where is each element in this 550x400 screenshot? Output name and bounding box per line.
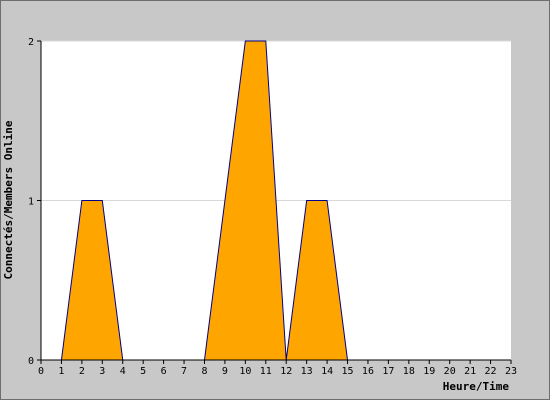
x-tick-label: 3 xyxy=(99,366,105,377)
x-tick-label: 6 xyxy=(161,366,167,377)
x-tick-label: 10 xyxy=(239,366,251,377)
x-tick-label: 23 xyxy=(505,366,517,377)
x-tick-label: 2 xyxy=(79,366,85,377)
axes xyxy=(37,41,511,364)
x-tick-label: 4 xyxy=(120,366,126,377)
x-tick-label: 11 xyxy=(260,366,272,377)
x-tick-label: 22 xyxy=(485,366,497,377)
x-tick-label: 5 xyxy=(140,366,146,377)
x-tick-label: 20 xyxy=(444,366,456,377)
y-axis-title: Connectés/Members Online xyxy=(2,120,15,279)
x-tick-label: 18 xyxy=(403,366,415,377)
y-tick-label: 2 xyxy=(28,37,34,48)
x-tick-label: 0 xyxy=(38,366,44,377)
x-tick-label: 15 xyxy=(341,366,353,377)
x-tick-label: 19 xyxy=(423,366,435,377)
x-tick-label: 21 xyxy=(464,366,476,377)
y-tick-label: 0 xyxy=(28,356,34,367)
y-axis-ticks: 0 1 2 xyxy=(28,37,41,367)
x-tick-label: 17 xyxy=(382,366,394,377)
x-tick-label: 14 xyxy=(321,366,333,377)
x-tick-label: 9 xyxy=(222,366,228,377)
y-tick-label: 1 xyxy=(28,197,34,208)
x-tick-label: 7 xyxy=(181,366,187,377)
x-axis-ticks: 0 1 2 3 4 5 6 7 8 9 10 11 12 13 14 15 16 17 18 19 20 21 22 23 xyxy=(38,360,517,377)
x-tick-label: 1 xyxy=(58,366,64,377)
x-tick-label: 12 xyxy=(280,366,292,377)
x-tick-label: 8 xyxy=(201,366,207,377)
x-axis-title: Heure/Time xyxy=(443,380,510,393)
x-tick-label: 13 xyxy=(301,366,313,377)
x-tick-label: 16 xyxy=(362,366,374,377)
